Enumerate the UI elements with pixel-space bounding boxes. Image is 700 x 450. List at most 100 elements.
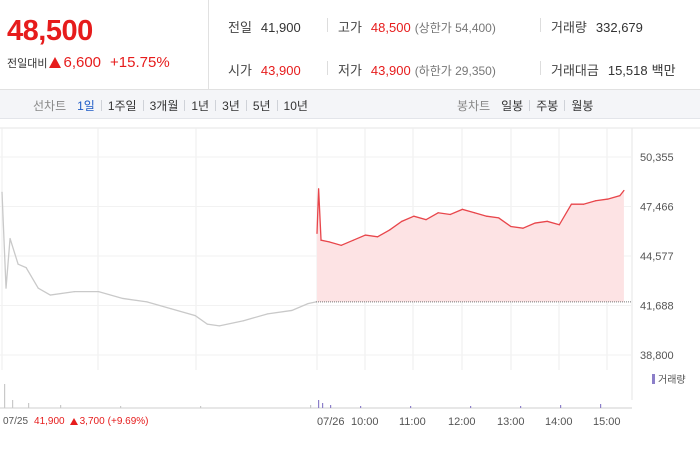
price-point bbox=[534, 222, 536, 224]
price-point bbox=[320, 239, 322, 241]
x-tick-label: 10:00 bbox=[351, 416, 379, 428]
price-point bbox=[498, 217, 500, 219]
x-tick-label: 07/26 bbox=[317, 416, 345, 428]
price-point bbox=[328, 241, 330, 243]
volume-bar bbox=[520, 406, 522, 408]
price-point bbox=[558, 224, 560, 226]
price-point bbox=[37, 287, 39, 289]
price-point bbox=[291, 309, 293, 312]
stat-prev-close: 전일 41,900 bbox=[228, 17, 301, 36]
stat-open-label: 시가 bbox=[228, 63, 252, 78]
price-point bbox=[49, 294, 51, 296]
price-point bbox=[570, 203, 573, 205]
price-point bbox=[425, 219, 427, 221]
price-point bbox=[437, 212, 439, 214]
price-point bbox=[473, 212, 476, 214]
volume-bar bbox=[322, 403, 324, 408]
price-point bbox=[623, 189, 625, 192]
volume-legend-label: 거래량 bbox=[658, 375, 686, 386]
tab-1day[interactable]: 1일 bbox=[77, 99, 95, 113]
line-chart-tabs: 선차트 1일 1주일 3개월 1년 3년 5년 10년 bbox=[33, 97, 308, 114]
volume-bar bbox=[12, 400, 14, 408]
stat-open: 시가 43,900 bbox=[228, 60, 301, 79]
price-point bbox=[389, 229, 391, 231]
x-tick-label: 13:00 bbox=[497, 416, 525, 428]
price-point bbox=[206, 323, 208, 325]
tab-separator bbox=[215, 100, 217, 111]
volume-bar bbox=[200, 406, 202, 408]
prev-day-summary: 07/25 41,900 3,700 (+9.69%) bbox=[3, 416, 149, 427]
tab-1year[interactable]: 1년 bbox=[191, 99, 210, 113]
stat-low-value: 43,900 bbox=[370, 63, 411, 78]
price-point bbox=[376, 236, 379, 238]
prev-day-price: 41,900 bbox=[34, 416, 65, 427]
change-amount: 6,600 bbox=[63, 54, 102, 71]
price-point bbox=[340, 244, 342, 246]
up-triangle-icon bbox=[69, 418, 78, 425]
volume-bar bbox=[4, 384, 6, 408]
volume-bar bbox=[60, 405, 62, 408]
price-point bbox=[510, 225, 512, 228]
stat-prev-close-label: 전일 bbox=[228, 20, 252, 35]
price-point bbox=[486, 215, 488, 217]
tab-10years[interactable]: 10년 bbox=[283, 99, 308, 113]
price-point bbox=[1, 191, 3, 193]
tab-monthly-candle[interactable]: 월봉 bbox=[571, 99, 594, 113]
stat-lower-limit: (하한가 29,350) bbox=[414, 64, 496, 78]
tab-3months[interactable]: 3개월 bbox=[149, 99, 179, 113]
divider bbox=[540, 18, 541, 32]
y-tick-label: 50,355 bbox=[640, 152, 674, 164]
price-point bbox=[146, 301, 148, 303]
stat-volume-label: 거래량 bbox=[551, 20, 587, 35]
tab-separator bbox=[276, 100, 278, 111]
price-point bbox=[25, 267, 27, 269]
tab-separator bbox=[564, 100, 566, 111]
tab-1week[interactable]: 1주일 bbox=[107, 99, 137, 113]
price-point bbox=[401, 220, 403, 222]
volume-bar bbox=[28, 403, 30, 408]
price-chart: 50,355 47,466 44,577 41,688 38,800 07/26 10:00… bbox=[0, 120, 700, 450]
tab-separator bbox=[142, 100, 144, 111]
stat-open-value: 43,900 bbox=[260, 63, 301, 78]
price-point bbox=[17, 263, 19, 265]
tab-daily-candle[interactable]: 일봉 bbox=[501, 99, 524, 113]
price-point bbox=[170, 308, 172, 310]
current-price-box: 48,500 전일대비 6,600 +15.75% bbox=[0, 0, 209, 90]
price-point bbox=[607, 198, 609, 200]
price-point bbox=[316, 232, 318, 234]
price-point bbox=[582, 203, 585, 205]
stat-volume: 거래량 332,679 bbox=[551, 17, 643, 36]
change-label: 전일대비 bbox=[7, 57, 48, 70]
price-point bbox=[522, 227, 524, 229]
price-line-07/25 bbox=[1, 192, 317, 327]
stat-amount-value: 15,518 bbox=[607, 63, 648, 78]
period-tabs-bar: 선차트 1일 1주일 3개월 1년 3년 5년 10년 봉차트 일봉 주봉 월봉 bbox=[0, 90, 700, 119]
tab-separator bbox=[100, 100, 102, 111]
stat-low-label: 저가 bbox=[338, 63, 362, 78]
stat-upper-limit: (상한가 54,400) bbox=[414, 21, 496, 35]
volume-bar bbox=[470, 406, 472, 408]
candle-chart-tabs: 봉차트 일봉 주봉 월봉 bbox=[457, 97, 593, 114]
tab-separator bbox=[245, 100, 247, 111]
price-point bbox=[619, 195, 621, 197]
tab-5years[interactable]: 5년 bbox=[252, 99, 271, 113]
volume-bar bbox=[318, 400, 320, 408]
current-price: 48,500 bbox=[7, 15, 93, 47]
price-point bbox=[194, 314, 196, 317]
stat-high-value: 48,500 bbox=[370, 20, 411, 35]
price-point bbox=[122, 297, 124, 300]
tab-3years[interactable]: 3년 bbox=[222, 99, 240, 113]
stat-amount-unit: 백만 bbox=[651, 63, 676, 78]
tab-separator bbox=[184, 100, 186, 111]
y-tick-label: 44,577 bbox=[640, 251, 674, 263]
stat-high-label: 고가 bbox=[338, 20, 362, 35]
change-percent: +15.75% bbox=[110, 54, 170, 71]
volume-bar bbox=[410, 406, 412, 408]
price-area-fill bbox=[317, 188, 624, 302]
divider bbox=[327, 18, 328, 32]
line-chart-heading: 선차트 bbox=[33, 99, 67, 113]
volume-bar bbox=[330, 405, 332, 408]
volume-legend: 거래량 bbox=[652, 371, 686, 386]
volume-bar bbox=[360, 406, 362, 408]
tab-weekly-candle[interactable]: 주봉 bbox=[536, 99, 559, 113]
